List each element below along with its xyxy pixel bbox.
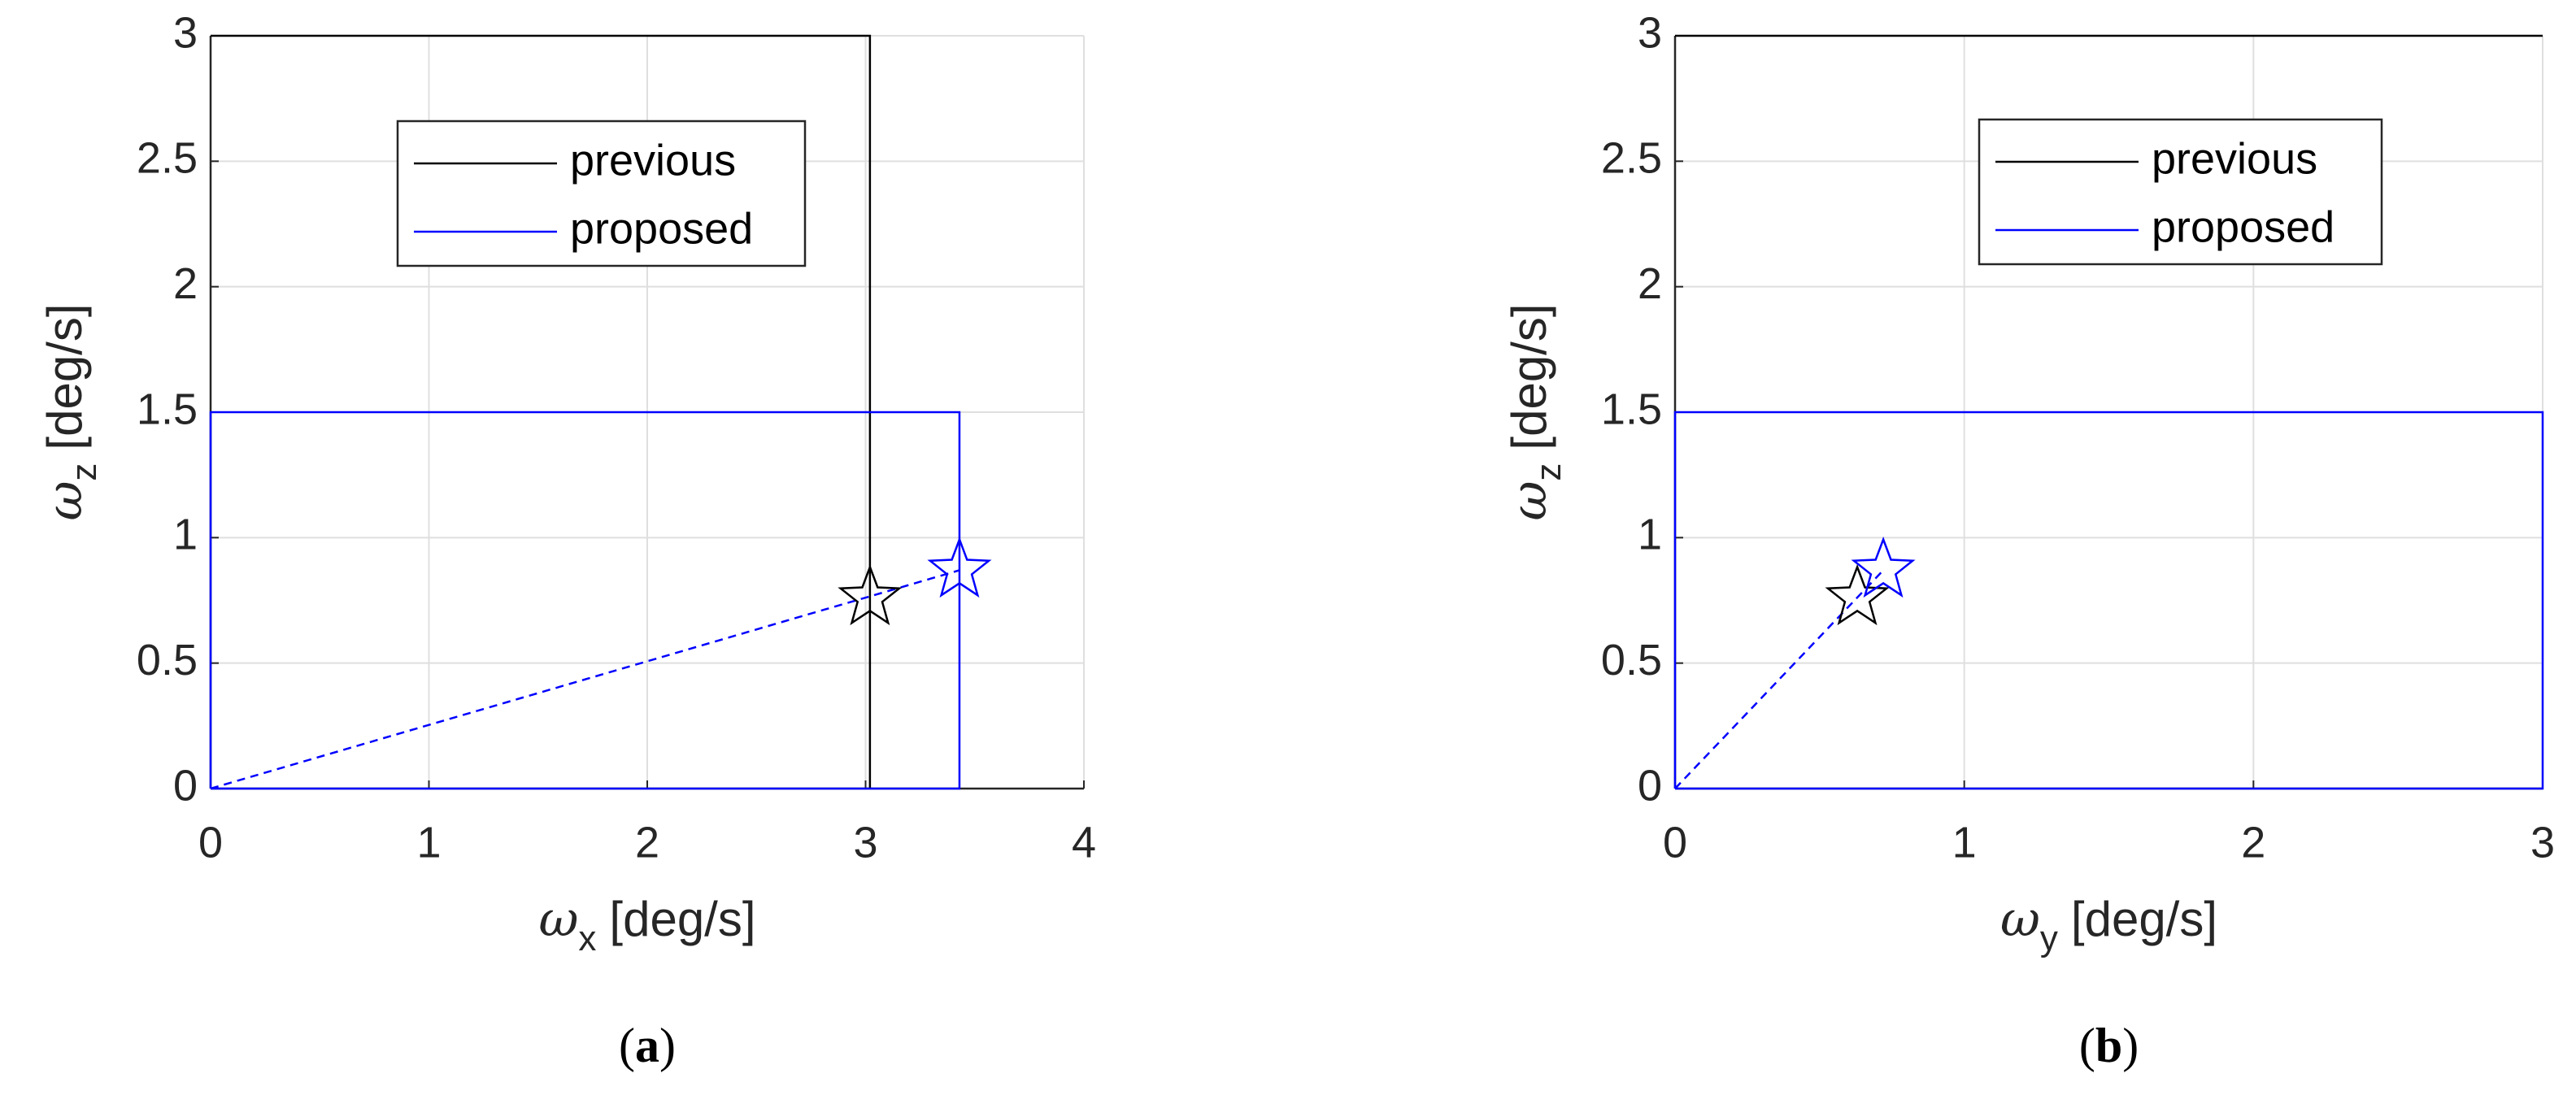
y-tick-label: 0.5 [137, 636, 198, 685]
axis-unit: [deg/s] [37, 303, 92, 450]
x-tick-label: 4 [1072, 818, 1096, 867]
y-tick-label: 2.5 [1601, 134, 1662, 183]
caption-paren: ) [659, 1019, 676, 1072]
x-tick-label: 1 [416, 818, 441, 867]
caption-paren: ( [2079, 1019, 2095, 1072]
star-marker [838, 563, 903, 626]
axis-subscript: z [1529, 463, 1569, 481]
axis-unit: [deg/s] [2071, 892, 2217, 946]
legend-label: proposed [2152, 202, 2334, 251]
axis-label: ωx [deg/s] [538, 891, 755, 958]
series-line [209, 411, 961, 790]
y-tick-label: 2 [173, 259, 198, 308]
y-tick-label: 3 [1638, 8, 1662, 57]
axis-symbol: ω [37, 481, 94, 521]
axis-label: ωz [deg/s] [37, 303, 104, 520]
axis-symbol: ω [2000, 891, 2040, 948]
y-tick-label: 0 [173, 761, 198, 810]
axis-symbol: ω [1501, 481, 1558, 521]
y-tick-label: 3 [173, 8, 198, 57]
axis-subscript: x [578, 919, 596, 958]
legend-label: previous [570, 136, 736, 185]
axis-label: ωz [deg/s] [1501, 303, 1569, 520]
x-tick-label: 3 [2530, 818, 2555, 867]
y-tick-label: 1.5 [137, 385, 198, 433]
x-tick-label: 2 [635, 818, 659, 867]
y-tick-label: 1.5 [1601, 385, 1662, 433]
legend-box [1978, 118, 2383, 266]
y-tick-label: 2.5 [137, 134, 198, 183]
dashed-line [210, 569, 960, 790]
star-marker [1851, 536, 1916, 598]
legend-label: proposed [570, 204, 753, 253]
axis-unit: [deg/s] [609, 892, 755, 946]
y-tick-label: 1 [173, 511, 198, 559]
series-line [211, 34, 872, 789]
axis-unit: [deg/s] [1502, 303, 1556, 450]
legend-box [396, 120, 807, 267]
caption-paren: ) [2122, 1019, 2139, 1072]
caption: (b) [2079, 1019, 2139, 1072]
star-marker [1825, 563, 1890, 626]
y-tick-label: 1 [1638, 511, 1662, 559]
x-tick-label: 0 [198, 818, 223, 867]
x-tick-label: 0 [1663, 818, 1687, 867]
x-tick-label: 1 [1952, 818, 1977, 867]
axis-symbol: ω [538, 891, 578, 948]
caption-label: b [2095, 1019, 2122, 1072]
axis-label: ωy [deg/s] [2000, 891, 2217, 958]
y-tick-label: 0 [1638, 761, 1662, 810]
caption-label: a [635, 1019, 659, 1072]
dashed-line [1674, 569, 1884, 789]
axis-subscript: y [2040, 919, 2058, 958]
legend-label: previous [2152, 134, 2317, 183]
x-tick-label: 2 [2241, 818, 2265, 867]
axis-subscript: z [64, 463, 104, 481]
caption-paren: ( [619, 1019, 635, 1072]
x-tick-label: 3 [853, 818, 877, 867]
series-line [1673, 411, 2544, 790]
star-marker [927, 536, 992, 598]
y-tick-label: 0.5 [1601, 636, 1662, 685]
y-tick-label: 2 [1638, 259, 1662, 308]
caption: (a) [619, 1019, 676, 1072]
